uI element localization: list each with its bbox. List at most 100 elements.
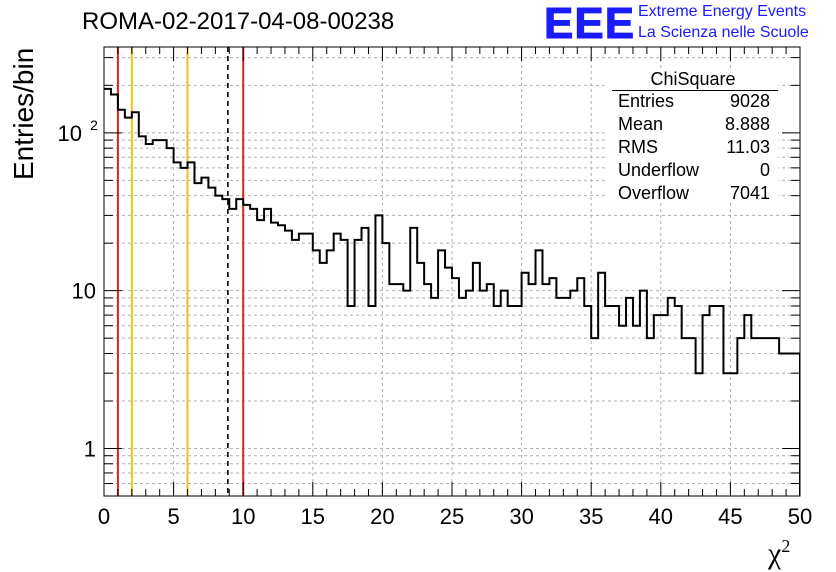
- histogram-bin: [751, 338, 758, 496]
- histogram-bin: [132, 112, 139, 496]
- histogram-bin: [118, 110, 125, 496]
- histogram-bin: [515, 306, 522, 496]
- histogram-bin: [243, 205, 250, 496]
- histogram-bin: [661, 315, 668, 496]
- x-tick-label: 50: [788, 504, 812, 529]
- histogram-bin: [626, 298, 633, 496]
- stats-row-overflow: Overflow 7041: [608, 183, 778, 206]
- logo-line-1: Extreme Energy Events: [638, 3, 807, 20]
- y-tick-label-sup: 2: [90, 117, 98, 133]
- histogram-bin: [348, 306, 355, 496]
- histogram-bin: [257, 220, 264, 496]
- histogram-bin: [758, 338, 765, 496]
- histogram-bin: [403, 291, 410, 496]
- stats-value: 9028: [729, 91, 770, 111]
- histogram-bin: [730, 373, 737, 496]
- x-tick-label: 45: [718, 504, 742, 529]
- x-tick-label: 25: [440, 504, 464, 529]
- x-tick-label: 20: [370, 504, 394, 529]
- histogram-bin: [716, 306, 723, 496]
- histogram-bin: [668, 298, 675, 496]
- stats-box: ChiSquare Entries 9028 Mean 8.888 RMS 11…: [608, 68, 778, 203]
- histogram-bin: [466, 291, 473, 496]
- histogram-bin: [299, 234, 306, 496]
- histogram-bin: [494, 306, 501, 496]
- histogram-series: [104, 87, 800, 496]
- histogram-bin: [181, 168, 188, 496]
- y-tick-label: 1: [84, 436, 96, 461]
- stats-value: 8.888: [724, 114, 770, 134]
- histogram-bin: [104, 89, 111, 496]
- histogram-bin: [689, 338, 696, 496]
- histogram-bin: [139, 136, 146, 496]
- histogram-bin: [591, 338, 598, 496]
- y-tick-label: 10: [58, 121, 82, 146]
- histogram-bin: [508, 306, 515, 496]
- stats-key: RMS: [618, 137, 658, 157]
- histogram-bin: [320, 263, 327, 496]
- stats-row-rms: RMS 11.03: [608, 137, 778, 160]
- histogram-bin: [160, 140, 167, 496]
- histogram-bin: [765, 338, 772, 496]
- histogram-bin: [744, 315, 751, 496]
- histogram-bin: [174, 162, 181, 496]
- histogram-bin: [487, 284, 494, 496]
- histogram-bin: [271, 223, 278, 496]
- histogram-bin: [368, 306, 375, 496]
- histogram-bin: [375, 215, 382, 496]
- histogram-bin: [306, 234, 313, 496]
- histogram-bin: [710, 306, 717, 496]
- histogram-bin: [473, 263, 480, 496]
- logo-line-2: La Scienza nelle Scuole: [638, 24, 809, 41]
- histogram-bin: [285, 231, 292, 496]
- histogram-bin: [640, 291, 647, 496]
- histogram-bin: [619, 326, 626, 496]
- histogram-bin: [480, 291, 487, 496]
- histogram-bin: [445, 268, 452, 496]
- histogram-bin: [236, 199, 243, 496]
- histogram-bin: [250, 209, 257, 496]
- histogram-bin: [696, 373, 703, 496]
- histogram-bin: [417, 263, 424, 496]
- histogram-bin: [452, 278, 459, 496]
- histogram-bin: [786, 353, 793, 496]
- histogram-bin: [549, 278, 556, 496]
- histogram-bin: [501, 291, 508, 496]
- histogram-bin: [208, 188, 215, 496]
- histogram-bin: [201, 178, 208, 496]
- stats-key: Overflow: [618, 183, 690, 203]
- histogram-bin: [424, 284, 431, 496]
- histogram-bin: [563, 298, 570, 496]
- histogram-bin: [598, 273, 605, 496]
- stats-row-underflow: Underflow 0: [608, 160, 778, 183]
- histogram-bin: [362, 228, 369, 496]
- histogram-bin: [570, 291, 577, 496]
- histogram-bin: [703, 315, 710, 496]
- histogram-bin: [793, 353, 800, 496]
- histogram-bin: [772, 338, 779, 496]
- stats-key: Mean: [618, 114, 664, 134]
- histogram-bin: [389, 284, 396, 496]
- histogram-bin: [292, 240, 299, 496]
- histogram-bin: [111, 95, 118, 496]
- histogram-bin: [410, 228, 417, 496]
- stats-value: 0: [759, 160, 770, 180]
- histogram-bin: [382, 243, 389, 496]
- grid-lines: [104, 47, 800, 497]
- axis-ticks: 0 5 10 15 20 25 30 35 40 45 50 1 10 10 2: [58, 47, 812, 529]
- x-tick-label: 5: [167, 504, 179, 529]
- histogram-bin: [584, 306, 591, 496]
- x-tick-label: 35: [579, 504, 603, 529]
- stats-value: 7041: [729, 183, 770, 203]
- x-tick-label: 0: [98, 504, 110, 529]
- histogram-bin: [355, 240, 362, 496]
- histogram-bin: [647, 338, 654, 496]
- histogram-bin: [529, 284, 536, 496]
- y-tick-label: 10: [72, 279, 96, 304]
- histogram-bin: [723, 373, 730, 496]
- histogram-bin: [633, 326, 640, 496]
- histogram-bin: [278, 225, 285, 496]
- histogram-bin: [675, 306, 682, 496]
- histogram-bin: [327, 250, 334, 496]
